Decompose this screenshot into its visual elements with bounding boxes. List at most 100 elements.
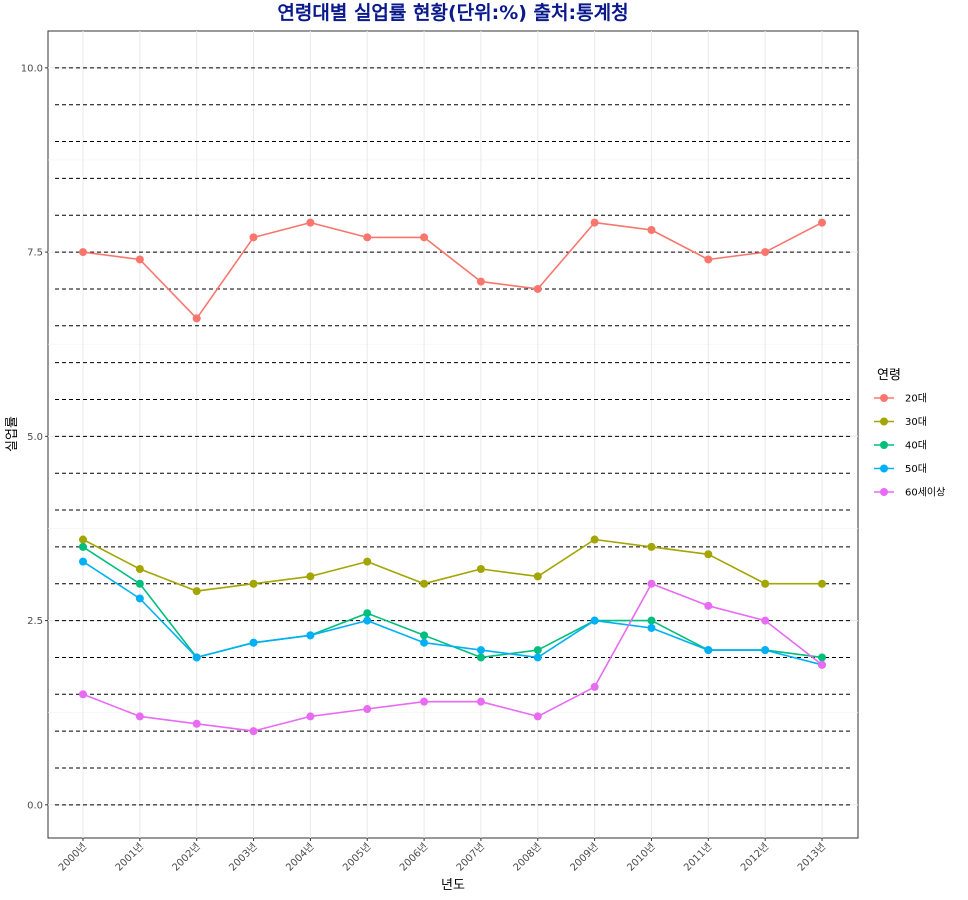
data-point: [135, 255, 144, 264]
data-point: [79, 557, 87, 566]
data-point: [249, 638, 258, 647]
data-point: [533, 572, 542, 581]
legend-key-point: [880, 394, 888, 402]
data-point: [590, 682, 599, 691]
data-point: [420, 233, 429, 242]
y-tick-label: 2.5: [27, 616, 43, 627]
data-point: [306, 712, 315, 721]
data-point: [818, 653, 826, 662]
data-point: [192, 719, 201, 728]
plot-panel: [47, 30, 859, 839]
x-tick-label: 2000년: [56, 841, 89, 874]
data-point: [135, 579, 144, 588]
data-point: [818, 218, 826, 227]
x-tick-label: 2005년: [340, 841, 373, 874]
y-tick-label: 5.0: [27, 432, 43, 443]
data-point: [420, 638, 429, 647]
series-line: [82, 560, 823, 666]
chart-title: 연령대별 실업률 현황(단위:%) 출처:통계청: [277, 2, 629, 24]
data-point: [363, 609, 372, 618]
data-point: [249, 727, 258, 736]
data-point: [192, 587, 201, 596]
data-point: [363, 616, 372, 625]
legend-label: 20대: [905, 393, 927, 405]
data-point: [533, 284, 542, 293]
legend: 연령 20대 30대 40대 50대 60세이상: [874, 368, 945, 499]
data-point: [704, 255, 713, 264]
x-axis: 2000년 2001년 2002년 2003년 2004년 2005년 2006년 2007년…: [56, 838, 828, 874]
data-point: [306, 631, 315, 640]
x-tick-label: 2001년: [113, 841, 146, 874]
legend-key-point: [880, 441, 888, 449]
data-point: [761, 579, 770, 588]
data-point: [192, 653, 201, 662]
data-point: [704, 646, 713, 655]
x-tick-label: 2012년: [738, 841, 771, 874]
legend-key-point: [880, 417, 888, 426]
data-point: [647, 623, 656, 632]
data-point: [420, 579, 429, 588]
data-point: [192, 314, 201, 323]
data-point: [79, 690, 87, 699]
data-point: [363, 557, 372, 566]
data-point: [647, 616, 656, 625]
legend-label: 30대: [905, 416, 927, 428]
y-axis: 0.0 2.5 5.0 7.5 10.0: [21, 63, 48, 811]
data-point: [249, 233, 258, 242]
legend-label: 50대: [905, 463, 927, 475]
data-point: [533, 653, 542, 662]
data-point: [476, 565, 485, 573]
data-point: [590, 535, 599, 544]
data-point: [476, 646, 485, 655]
y-axis-title: 실업률: [5, 416, 20, 452]
data-point: [590, 616, 599, 625]
legend-key-point: [880, 464, 888, 473]
data-point: [79, 248, 87, 257]
x-tick-label: 2009년: [568, 841, 601, 874]
legend-label: 40대: [905, 440, 927, 452]
data-point: [704, 601, 713, 610]
data-point: [306, 572, 315, 581]
series-line: [82, 538, 822, 592]
minor-gridlines: [48, 159, 858, 714]
x-tick-label: 2004년: [284, 841, 317, 874]
data-point: [647, 225, 656, 234]
data-point: [79, 535, 87, 544]
series-line: [82, 582, 823, 732]
data-point: [761, 248, 770, 257]
data-point: [420, 697, 429, 706]
y-tick-label: 10.0: [21, 63, 43, 74]
series-layer: [79, 218, 826, 736]
y-tick-label: 7.5: [27, 248, 43, 259]
x-tick-label: 2003년: [227, 841, 260, 874]
data-point: [647, 579, 656, 588]
x-tick-label: 2006년: [397, 841, 430, 874]
y-tick-label: 0.0: [27, 800, 43, 811]
data-point: [79, 542, 87, 551]
data-point: [647, 542, 656, 551]
data-point: [704, 550, 713, 559]
x-axis-title: 년도: [441, 878, 465, 893]
data-point: [818, 660, 826, 669]
data-point: [476, 697, 485, 706]
x-tick-label: 2007년: [454, 841, 487, 874]
series-line: [82, 221, 823, 320]
data-point: [818, 579, 826, 588]
x-tick-label: 2008년: [511, 841, 544, 874]
legend-label: 60세이상: [905, 487, 945, 499]
data-point: [476, 277, 485, 286]
data-point: [363, 233, 372, 242]
data-point: [761, 646, 770, 655]
data-point: [476, 653, 485, 662]
data-point: [533, 712, 542, 721]
x-tick-label: 2010년: [625, 841, 658, 874]
data-point: [306, 218, 315, 227]
data-point: [761, 616, 770, 625]
data-point: [533, 646, 542, 655]
x-tick-label: 2013년: [795, 841, 828, 874]
data-point: [135, 712, 144, 721]
data-point: [590, 218, 599, 227]
x-tick-label: 2002년: [170, 841, 203, 874]
data-point: [420, 631, 429, 640]
